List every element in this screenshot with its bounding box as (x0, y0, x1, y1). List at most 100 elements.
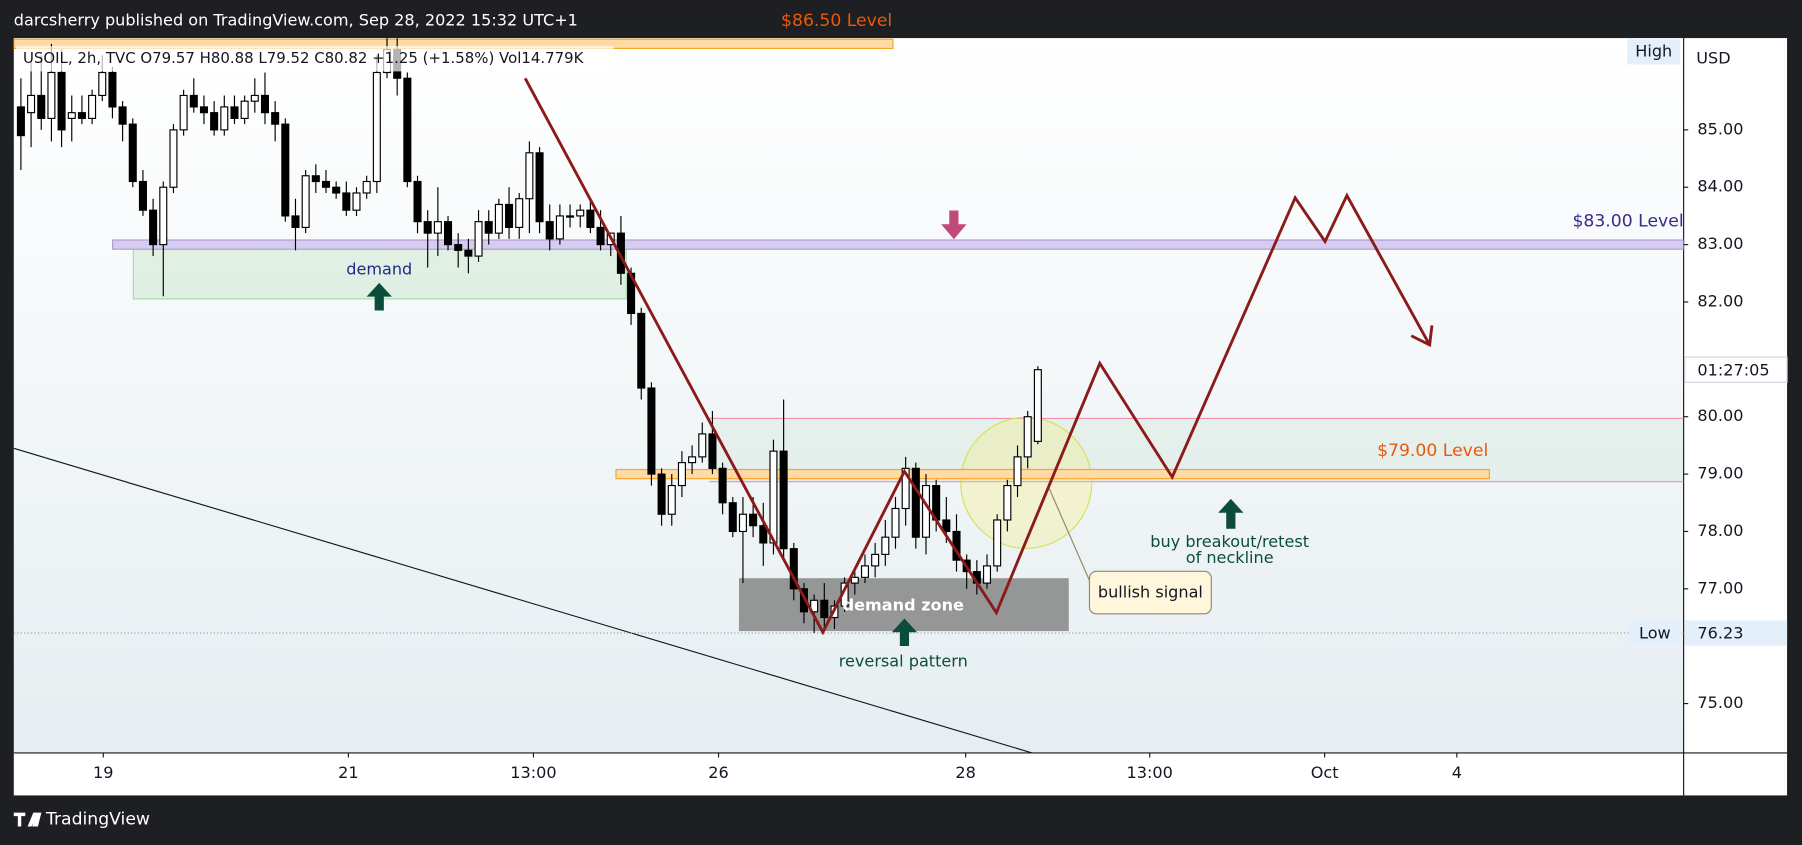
candle-body (576, 209, 585, 217)
annotation: of neckline (1186, 548, 1274, 567)
candle-body (332, 186, 341, 194)
candle-body (596, 226, 605, 246)
high-label-box (1627, 39, 1681, 65)
candle-body (210, 112, 219, 131)
candle-body (993, 519, 1002, 567)
level-label: $86.50 Level (781, 11, 892, 31)
candle-body (1013, 456, 1022, 487)
callout (1088, 570, 1212, 615)
candle-body (311, 175, 320, 183)
y-tick-label: 77.00 (1697, 578, 1743, 597)
candle-body (271, 112, 280, 125)
candle-body (230, 106, 239, 119)
y-tick-label: 75.00 (1697, 693, 1743, 712)
y-tick-label: 80.00 (1697, 406, 1743, 425)
candle-body (444, 221, 453, 246)
candles (16, 38, 1042, 634)
annotation: demand zone (843, 595, 964, 614)
annotation: buy breakout/retest (1150, 532, 1309, 551)
candle-body (637, 312, 646, 389)
x-tick-label: Oct (1311, 763, 1339, 782)
candle-body (37, 94, 46, 119)
candle-body (159, 186, 168, 246)
candle-body (810, 599, 819, 613)
candle-body (240, 100, 249, 119)
candle-body (820, 599, 829, 619)
annotation: demand (346, 260, 412, 279)
plot (13, 38, 1684, 753)
candle-body (494, 203, 503, 234)
candle-body (1033, 369, 1042, 442)
arrow-head (1410, 325, 1434, 348)
candle-body (199, 106, 208, 114)
candle-body (281, 123, 290, 217)
published: darcsherry published on TradingView.com,… (14, 10, 578, 29)
overlay: $86.50 Level $83.00 Level $79.00 Level Low 7… (93, 11, 1788, 782)
time-axis (13, 752, 1684, 796)
candle-body (413, 180, 422, 223)
candle-body (98, 71, 107, 97)
candle-body (616, 232, 625, 274)
candle-body (88, 94, 97, 119)
countdown: 01:27:05 (1697, 360, 1769, 379)
candle-body (708, 433, 717, 469)
countdown-box (1684, 356, 1788, 383)
candle-body (321, 180, 331, 188)
plot-area (13, 38, 1684, 753)
y-tick-label: 82.00 (1697, 291, 1743, 310)
candle-body (128, 123, 137, 183)
up-arrow (366, 282, 392, 311)
candle-body (372, 71, 381, 183)
level-label: $79.00 Level (1377, 441, 1488, 461)
candle-body (942, 519, 951, 533)
candle-body (169, 129, 178, 188)
currency: USD (1696, 48, 1730, 67)
candle-body (921, 484, 931, 538)
low-price: 76.23 (1697, 624, 1743, 643)
low-price-box (1684, 620, 1788, 646)
candle-body (769, 450, 778, 544)
candle-body (515, 198, 524, 228)
candle-body (118, 106, 127, 125)
projection-path (523, 77, 1431, 636)
candle-body (464, 249, 473, 257)
candle-body (484, 221, 493, 234)
candle-body (525, 152, 534, 200)
candle-body (138, 180, 147, 211)
annotation: reversal pattern (839, 652, 968, 671)
candle-body (688, 456, 697, 464)
candle-body (108, 71, 117, 108)
candle-body (718, 467, 727, 504)
candle-body (352, 192, 361, 211)
candle-body (454, 244, 463, 251)
candle-body (67, 112, 76, 119)
high-label: High (1635, 41, 1672, 60)
candle-body (759, 525, 768, 544)
candle-body (738, 513, 747, 533)
x-tick-label: 21 (338, 763, 358, 782)
candle-body (647, 387, 656, 475)
y-tick-label: 83.00 (1697, 234, 1743, 253)
candle-body (77, 112, 86, 119)
level-band (112, 239, 1684, 250)
candle-body (779, 450, 788, 550)
candle-body (47, 71, 56, 119)
candle-body (291, 215, 300, 228)
callout-pointer (1048, 488, 1091, 581)
candle-body (433, 221, 442, 234)
candle-body (850, 576, 859, 584)
low-label: Low (1639, 624, 1671, 643)
y-tick-label: 78.00 (1697, 521, 1743, 540)
candle-body (1023, 416, 1032, 458)
candle-body (27, 94, 36, 114)
candle-body (728, 502, 737, 533)
symbol-legend: USOIL, 2h, TVC O79.57 H80.88 L79.52 C80.… (23, 49, 585, 67)
price-axis (1683, 38, 1788, 796)
up-arrow (1218, 498, 1244, 529)
x-tick-label: 13:00 (1127, 763, 1173, 782)
x-tick-label: 4 (1452, 763, 1462, 782)
candle-body (586, 209, 595, 228)
legend-bg (16, 46, 614, 72)
